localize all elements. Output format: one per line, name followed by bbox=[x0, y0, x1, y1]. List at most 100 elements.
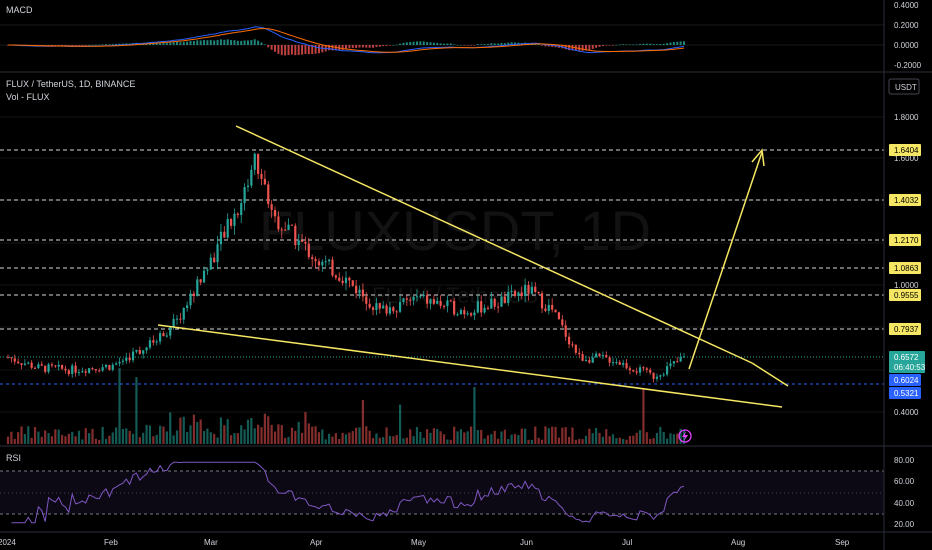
candle-body[interactable] bbox=[588, 360, 591, 363]
candle-body[interactable] bbox=[84, 371, 87, 373]
candle-body[interactable] bbox=[422, 295, 425, 297]
candle-body[interactable] bbox=[270, 204, 273, 211]
candle-body[interactable] bbox=[67, 370, 70, 375]
candle-body[interactable] bbox=[375, 303, 378, 310]
candle-body[interactable] bbox=[304, 241, 307, 244]
candle-body[interactable] bbox=[101, 367, 104, 371]
projection-arrow[interactable] bbox=[688, 151, 763, 370]
volume-legend[interactable]: Vol - FLUX bbox=[6, 92, 50, 102]
candle-body[interactable] bbox=[23, 363, 26, 365]
candle-body[interactable] bbox=[652, 372, 655, 379]
candle-body[interactable] bbox=[344, 277, 348, 284]
candle-body[interactable] bbox=[493, 298, 496, 307]
upper-trendline[interactable] bbox=[235, 125, 753, 364]
candle-body[interactable] bbox=[229, 219, 233, 226]
candle-body[interactable] bbox=[115, 363, 118, 365]
candle-body[interactable] bbox=[554, 309, 557, 313]
candle-body[interactable] bbox=[439, 300, 442, 306]
candle-body[interactable] bbox=[385, 305, 388, 314]
candle-body[interactable] bbox=[547, 304, 550, 311]
candle-body[interactable] bbox=[331, 259, 334, 276]
candle-body[interactable] bbox=[172, 318, 175, 328]
candle-body[interactable] bbox=[338, 277, 341, 281]
candle-body[interactable] bbox=[655, 376, 659, 379]
candle-body[interactable] bbox=[432, 299, 435, 304]
candle-body[interactable] bbox=[169, 327, 172, 336]
upper-trendline-extension[interactable] bbox=[751, 362, 789, 387]
candle-body[interactable] bbox=[638, 367, 642, 373]
candle-body[interactable] bbox=[280, 229, 283, 231]
candle-body[interactable] bbox=[213, 257, 216, 263]
candle-body[interactable] bbox=[480, 301, 483, 313]
candle-body[interactable] bbox=[598, 353, 601, 357]
candle-body[interactable] bbox=[57, 364, 60, 367]
candle-body[interactable] bbox=[358, 289, 361, 294]
candle-body[interactable] bbox=[348, 277, 351, 281]
candle-body[interactable] bbox=[429, 299, 432, 304]
candle-body[interactable] bbox=[152, 340, 155, 343]
candle-body[interactable] bbox=[662, 374, 665, 376]
candle-body[interactable] bbox=[382, 305, 385, 309]
candle-body[interactable] bbox=[216, 244, 219, 263]
candle-body[interactable] bbox=[419, 295, 422, 297]
candle-body[interactable] bbox=[645, 368, 648, 370]
candle-body[interactable] bbox=[405, 298, 408, 300]
candle-body[interactable] bbox=[402, 298, 405, 302]
lightning-icon[interactable] bbox=[678, 429, 692, 443]
candle-body[interactable] bbox=[503, 296, 506, 303]
candle-body[interactable] bbox=[551, 304, 554, 310]
candle-body[interactable] bbox=[277, 216, 280, 230]
candle-body[interactable] bbox=[567, 336, 571, 345]
candle-body[interactable] bbox=[371, 307, 375, 310]
candle-body[interactable] bbox=[233, 213, 236, 226]
candle-body[interactable] bbox=[202, 270, 206, 283]
currency-button[interactable] bbox=[888, 78, 920, 95]
candle-body[interactable] bbox=[469, 313, 473, 316]
candle-body[interactable] bbox=[121, 360, 125, 362]
candle-body[interactable] bbox=[476, 301, 479, 313]
candle-body[interactable] bbox=[111, 364, 114, 370]
candle-body[interactable] bbox=[13, 358, 16, 362]
candle-body[interactable] bbox=[145, 347, 148, 351]
candle-body[interactable] bbox=[412, 296, 415, 301]
candle-body[interactable] bbox=[540, 293, 544, 309]
candle-body[interactable] bbox=[544, 308, 547, 311]
candle-body[interactable] bbox=[642, 367, 645, 369]
candle-body[interactable] bbox=[517, 292, 520, 296]
candle-body[interactable] bbox=[223, 231, 226, 238]
candle-body[interactable] bbox=[226, 219, 229, 238]
candle-body[interactable] bbox=[186, 305, 189, 309]
candle-body[interactable] bbox=[669, 363, 672, 367]
candle-body[interactable] bbox=[47, 364, 50, 372]
candle-body[interactable] bbox=[564, 325, 567, 337]
candle-body[interactable] bbox=[165, 335, 168, 337]
candle-body[interactable] bbox=[625, 362, 628, 369]
candle-body[interactable] bbox=[33, 367, 37, 369]
candle-body[interactable] bbox=[534, 286, 537, 293]
candle-body[interactable] bbox=[392, 307, 395, 312]
candle-body[interactable] bbox=[294, 225, 297, 246]
candle-body[interactable] bbox=[459, 310, 463, 315]
candle-body[interactable] bbox=[37, 364, 40, 368]
candle-body[interactable] bbox=[510, 290, 513, 292]
candle-body[interactable] bbox=[530, 286, 533, 294]
candle-body[interactable] bbox=[632, 370, 635, 372]
candle-body[interactable] bbox=[6, 357, 10, 359]
candle-body[interactable] bbox=[131, 351, 135, 361]
candle-body[interactable] bbox=[557, 312, 561, 320]
candle-body[interactable] bbox=[615, 362, 618, 364]
candle-body[interactable] bbox=[649, 369, 652, 373]
level-tag[interactable] bbox=[889, 144, 921, 156]
candle-body[interactable] bbox=[605, 355, 608, 358]
candle-body[interactable] bbox=[449, 300, 452, 302]
candle-body[interactable] bbox=[473, 312, 476, 316]
candle-body[interactable] bbox=[135, 349, 138, 352]
candle-body[interactable] bbox=[138, 349, 141, 354]
candle-body[interactable] bbox=[209, 257, 212, 270]
candle-body[interactable] bbox=[243, 187, 246, 204]
level-tag[interactable] bbox=[889, 289, 921, 301]
candle-body[interactable] bbox=[27, 362, 30, 364]
candle-body[interactable] bbox=[192, 293, 195, 296]
lower-trendline[interactable] bbox=[157, 324, 783, 408]
candle-body[interactable] bbox=[74, 365, 77, 373]
